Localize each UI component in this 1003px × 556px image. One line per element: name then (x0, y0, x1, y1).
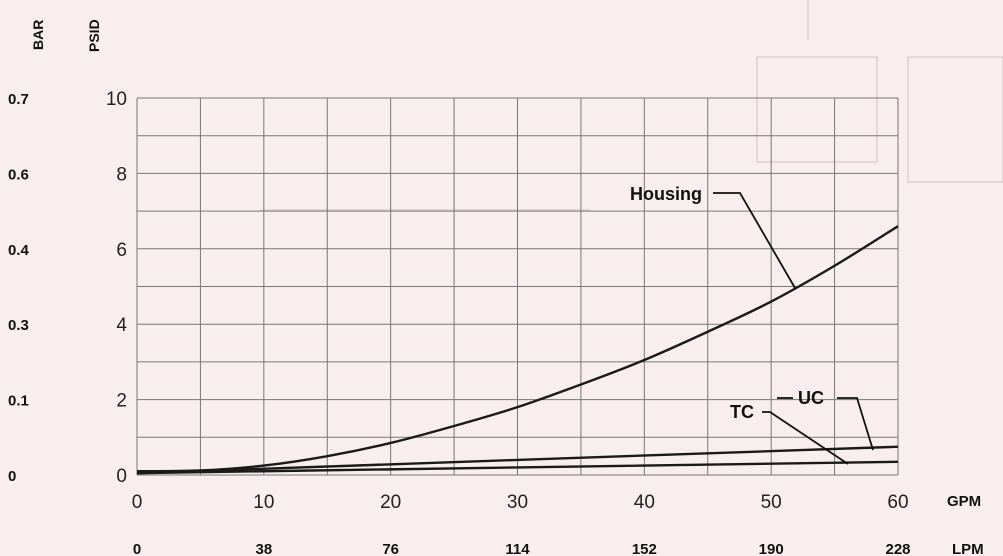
gpm-tick-label: 60 (887, 492, 908, 513)
plot-grid (136, 97, 899, 476)
bar-tick-label: 0.3 (8, 317, 29, 334)
psid-tick-label: 2 (116, 391, 127, 412)
series-label-tc: TC (730, 402, 754, 422)
lpm-tick-label: 152 (632, 541, 657, 556)
bar-tick-labels: 0 0.1 0.3 0.4 0.6 0.7 (8, 91, 30, 485)
gpm-tick-label: 10 (253, 492, 274, 513)
lpm-tick-label: 0 (133, 541, 141, 556)
psid-tick-label: 8 (116, 164, 127, 185)
gpm-tick-label: 30 (507, 492, 528, 513)
lpm-tick-labels: 0 38 76 114 152 190 228 (133, 541, 911, 556)
series-line-tc (136, 460, 899, 475)
gpm-tick-label: 20 (380, 492, 401, 513)
bar-tick-label: 0.4 (8, 242, 30, 259)
lpm-tick-label: 114 (505, 541, 530, 556)
psid-tick-label: 0 (116, 466, 127, 487)
psid-tick-label: 10 (106, 89, 127, 110)
bar-axis-title: BAR (30, 20, 46, 50)
series-line-housing (136, 225, 899, 473)
bar-tick-label: 0.1 (8, 393, 29, 410)
psid-tick-label: 4 (116, 315, 127, 336)
leader-uc-right (837, 397, 874, 451)
gpm-tick-label: 40 (634, 492, 655, 513)
leader-housing (713, 192, 796, 289)
bar-tick-label: 0.6 (8, 166, 29, 183)
lpm-tick-label: 38 (255, 541, 272, 556)
psid-tick-label: 6 (116, 240, 127, 261)
gpm-unit-label: GPM (947, 493, 981, 510)
lpm-unit-label: LPM (952, 541, 984, 556)
bar-tick-label: 0 (8, 468, 16, 485)
psid-axis-title: PSID (86, 19, 102, 52)
series-label-uc: UC (798, 388, 824, 408)
series-curves (136, 225, 899, 475)
series-label-housing: Housing (630, 184, 702, 204)
gpm-tick-labels: 0 10 20 30 40 50 60 (132, 492, 909, 513)
psid-tick-labels: 0 2 4 6 8 10 (106, 89, 128, 487)
gpm-tick-label: 0 (132, 492, 143, 513)
bar-tick-label: 0.7 (8, 91, 29, 108)
lpm-tick-label: 228 (885, 541, 910, 556)
lpm-tick-label: 76 (382, 541, 399, 556)
lpm-tick-label: 190 (759, 541, 784, 556)
background-show-through (260, 0, 1003, 211)
series-line-uc (136, 445, 899, 475)
leader-tc (762, 411, 849, 465)
gpm-tick-label: 50 (761, 492, 782, 513)
